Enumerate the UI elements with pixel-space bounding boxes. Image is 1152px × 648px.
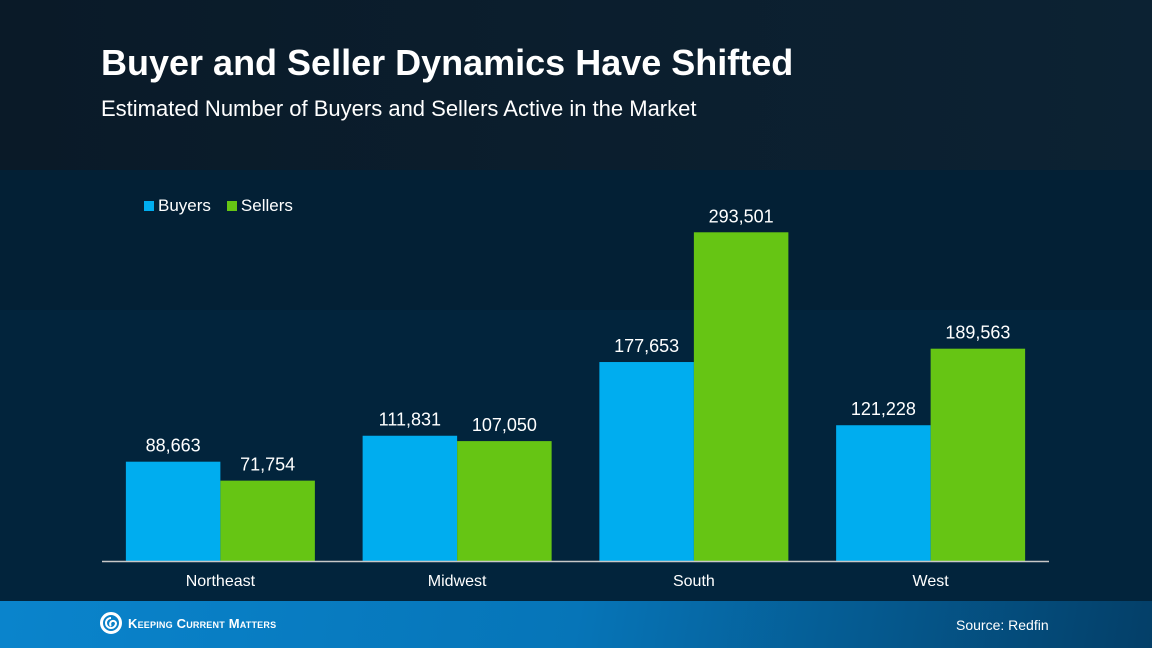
logo-text: Keeping Current Matters [128,615,277,631]
data-label-buyers-northeast: 88,663 [146,436,201,456]
x-tick-label-northeast: Northeast [186,573,256,590]
bar-sellers-south [693,232,789,562]
x-tick-label-south: South [673,573,715,590]
header-background [0,0,1152,170]
x-tick-label-west: West [913,573,950,590]
data-label-sellers-south: 293,501 [709,206,774,226]
data-label-buyers-midwest: 111,831 [379,410,441,430]
bar-sellers-west [930,348,1026,561]
bar-buyers-south [599,362,694,561]
data-label-sellers-northeast: 71,754 [240,455,295,475]
source-note: Source: Redfin [956,617,1049,633]
legend-label-sellers: Sellers [240,196,293,215]
bar-sellers-midwest [457,441,552,561]
bar-buyers-northeast [125,461,221,561]
bar-sellers-northeast [220,480,315,561]
bar-buyers-midwest [362,435,458,561]
bar-buyers-west [836,425,931,561]
legend-swatch-buyers [144,201,154,211]
chart-title: Buyer and Seller Dynamics Have Shifted [101,42,794,83]
x-tick-label-midwest: Midwest [428,573,487,590]
footer-bar [0,601,1152,648]
data-label-buyers-south: 177,653 [614,336,679,356]
legend-item-buyers: Buyers [144,196,211,216]
data-label-sellers-west: 189,563 [945,323,1010,343]
swirl-logo-icon [100,612,122,634]
legend-item-sellers: Sellers [226,196,293,216]
data-label-buyers-west: 121,228 [851,399,916,419]
chart-background-upper [0,170,1152,310]
data-label-sellers-midwest: 107,050 [472,415,537,435]
kcm-logo: Keeping Current Matters [100,612,276,634]
chart-subtitle: Estimated Number of Buyers and Sellers A… [101,96,697,121]
legend: Buyers Sellers [144,196,309,216]
legend-swatch-sellers [226,201,237,211]
legend-label-buyers: Buyers [158,196,211,215]
